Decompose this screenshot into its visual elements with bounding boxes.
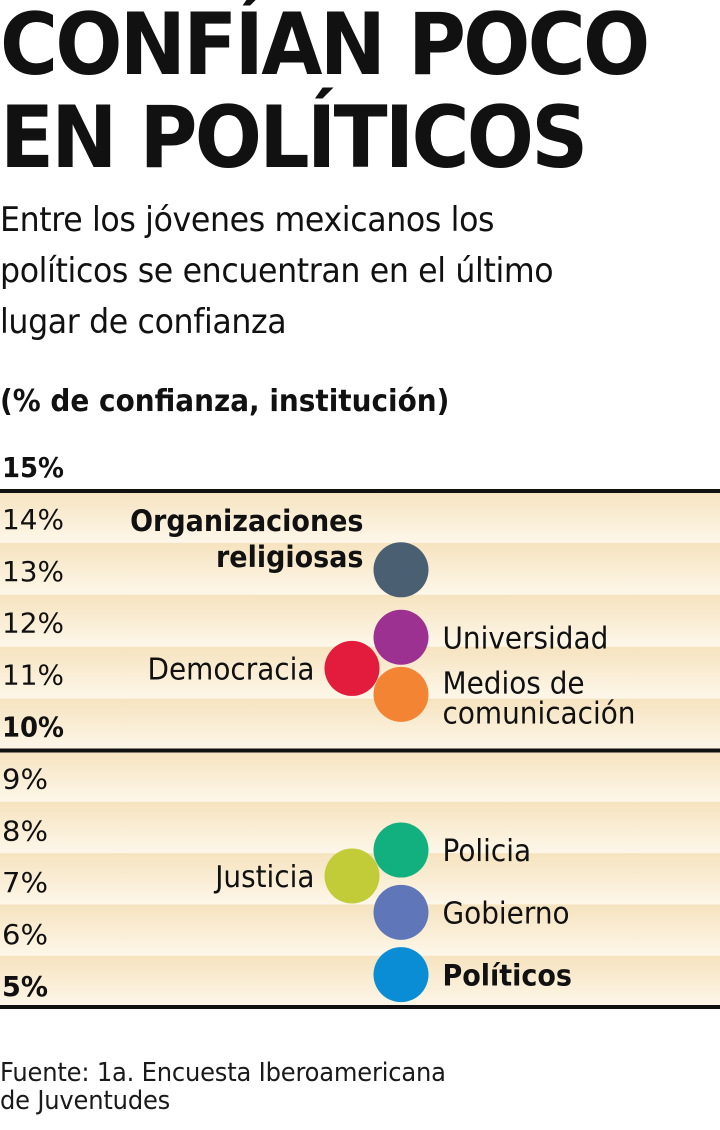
chart-subtitle-line-3: lugar de confianza [0, 302, 287, 342]
y-tick-label: 8% [2, 814, 48, 847]
bubble-label: comunicación [443, 696, 636, 731]
bubble-label: Medios de [443, 666, 585, 701]
chart-band [0, 904, 720, 957]
chart-band [0, 801, 720, 854]
bubble-label: Universidad [443, 621, 609, 656]
bubble-label: Gobierno [443, 896, 570, 931]
y-tick-label: 9% [2, 762, 48, 795]
bubble-medios-de-comunicación [373, 666, 429, 722]
y-tick-label: 6% [2, 918, 48, 951]
chart-band [0, 750, 720, 803]
y-tick-label: 10% [2, 711, 64, 744]
chart-divider-line [0, 748, 720, 753]
chart-title-line-1: CONFÍAN POCO [0, 0, 650, 95]
bubble-label: Políticos [443, 959, 573, 993]
bubble-universidad [373, 609, 429, 665]
chart-divider-line [0, 489, 720, 493]
y-tick-label: 7% [2, 866, 48, 899]
bubble-label: Democracia [148, 652, 315, 687]
y-tick-label: 13% [2, 555, 64, 588]
source-note-line-2: de Juventudes [0, 1086, 171, 1116]
bubble-label: religiosas [216, 540, 364, 574]
y-tick-label: 14% [2, 503, 64, 536]
chart-dividers [0, 489, 720, 1009]
bubble-organizaciones-religiosas [373, 542, 429, 598]
chart-band [0, 594, 720, 648]
bubble-justicia [324, 848, 380, 904]
chart-band [0, 955, 720, 1008]
y-tick-label: 11% [2, 659, 64, 692]
y-tick-label: 5% [2, 970, 48, 1003]
chart-points [324, 542, 429, 1003]
chart-band [0, 698, 720, 751]
source-note-line-1: Fuente: 1a. Encuesta Iberoamericana [0, 1058, 446, 1088]
bubble-label: Organizaciones [130, 504, 363, 538]
bubble-políticos [373, 947, 429, 1003]
chart-band [0, 491, 720, 544]
y-axis-units-label: (% de confianza, institución) [0, 384, 450, 419]
bubble-policia [373, 822, 429, 878]
bubble-democracia [324, 640, 380, 696]
chart-subtitle-line-2: políticos se encuentran en el último [0, 251, 554, 291]
chart-title-line-2: EN POLÍTICOS [0, 88, 588, 188]
y-tick-label: 12% [2, 607, 64, 640]
bubble-label: Justicia [213, 860, 314, 895]
y-axis-ticks: 15% 14% 13% 12% 11% 10% 9% 8% 7% 6% 5% [2, 451, 64, 1003]
chart-divider-line [0, 1005, 720, 1009]
bubble-gobierno [373, 884, 429, 940]
y-tick-label: 15% [2, 451, 64, 484]
chart-band [0, 542, 720, 596]
bubble-chart: 15% 14% 13% 12% 11% 10% 9% 8% 7% 6% 5% Organizacio… [0, 451, 720, 1009]
chart-subtitle-line-1: Entre los jóvenes mexicanos los [0, 200, 495, 240]
bubble-label: Policia [443, 834, 532, 869]
